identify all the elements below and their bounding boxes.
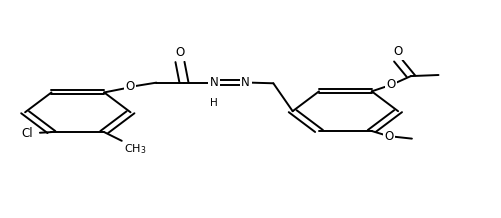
Text: H: H <box>210 98 217 108</box>
Text: N: N <box>209 76 218 89</box>
Text: O: O <box>125 80 135 94</box>
Text: O: O <box>384 130 393 143</box>
Text: N: N <box>241 76 249 89</box>
Text: O: O <box>175 46 184 59</box>
Text: O: O <box>385 78 395 91</box>
Text: Cl: Cl <box>22 127 33 140</box>
Text: O: O <box>393 45 402 58</box>
Text: CH$_3$: CH$_3$ <box>124 142 146 156</box>
